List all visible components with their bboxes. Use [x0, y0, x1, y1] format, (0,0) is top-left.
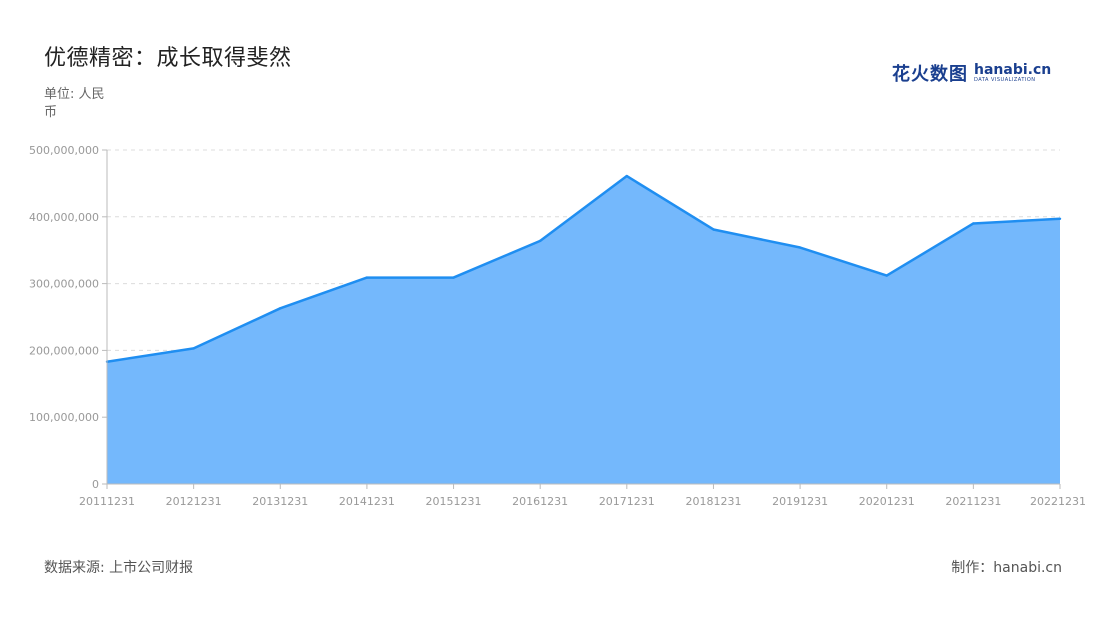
x-tick-label: 20211231	[945, 495, 1001, 508]
unit-label: 单位: 人民币	[44, 87, 105, 120]
y-tick-label: 200,000,000	[29, 344, 99, 357]
data-point	[538, 239, 542, 243]
x-tick-label: 20221231	[1030, 495, 1086, 508]
y-tick-label: 300,000,000	[29, 278, 99, 291]
x-tick-label: 20141231	[339, 495, 395, 508]
data-source: 数据来源: 上市公司财报	[44, 560, 194, 576]
chart-title: 优德精密：成长取得斐然	[44, 46, 292, 71]
y-tick-label: 500,000,000	[29, 144, 99, 157]
data-point	[972, 222, 975, 225]
x-tick-label: 20111231	[79, 495, 135, 508]
x-tick-label: 20151231	[426, 495, 482, 508]
data-point	[798, 246, 802, 249]
x-tick-label: 20191231	[772, 495, 828, 508]
brand-logo-sub: DATA VISUALIZATION	[974, 77, 1036, 83]
brand-logo-en-block: hanabi.cn DATA VISUALIZATION	[974, 63, 1051, 83]
x-tick-label: 20121231	[166, 495, 222, 508]
data-point	[452, 276, 455, 279]
series-area	[105, 174, 1062, 484]
x-tick-label: 20161231	[512, 495, 568, 508]
x-tick-label: 20181231	[685, 495, 741, 508]
y-tick-label: 0	[92, 478, 99, 491]
axes: 0 100,000,000 200,000,000 300,000,000 400,00…	[29, 144, 1086, 508]
y-tick-label: 400,000,000	[29, 211, 99, 224]
data-point	[192, 347, 195, 350]
area-fill	[107, 176, 1060, 484]
x-tick-label: 20131231	[252, 495, 308, 508]
data-point	[712, 228, 715, 231]
series-line	[106, 174, 1061, 363]
brand-logo: 花火数图 hanabi.cn DATA VISUALIZATION	[892, 60, 1051, 86]
data-point	[1058, 217, 1062, 221]
credit-label: 制作：hanabi.cn	[951, 560, 1062, 576]
x-tick-label: 20171231	[599, 495, 655, 508]
brand-logo-cn: 花火数图	[892, 64, 968, 85]
brand-logo-en: hanabi.cn	[974, 62, 1052, 78]
x-tick-label: 20201231	[859, 495, 915, 508]
data-point	[365, 276, 369, 279]
data-point	[885, 274, 888, 277]
data-point	[279, 307, 282, 310]
data-point	[625, 174, 629, 178]
y-tick-label: 100,000,000	[29, 411, 99, 424]
